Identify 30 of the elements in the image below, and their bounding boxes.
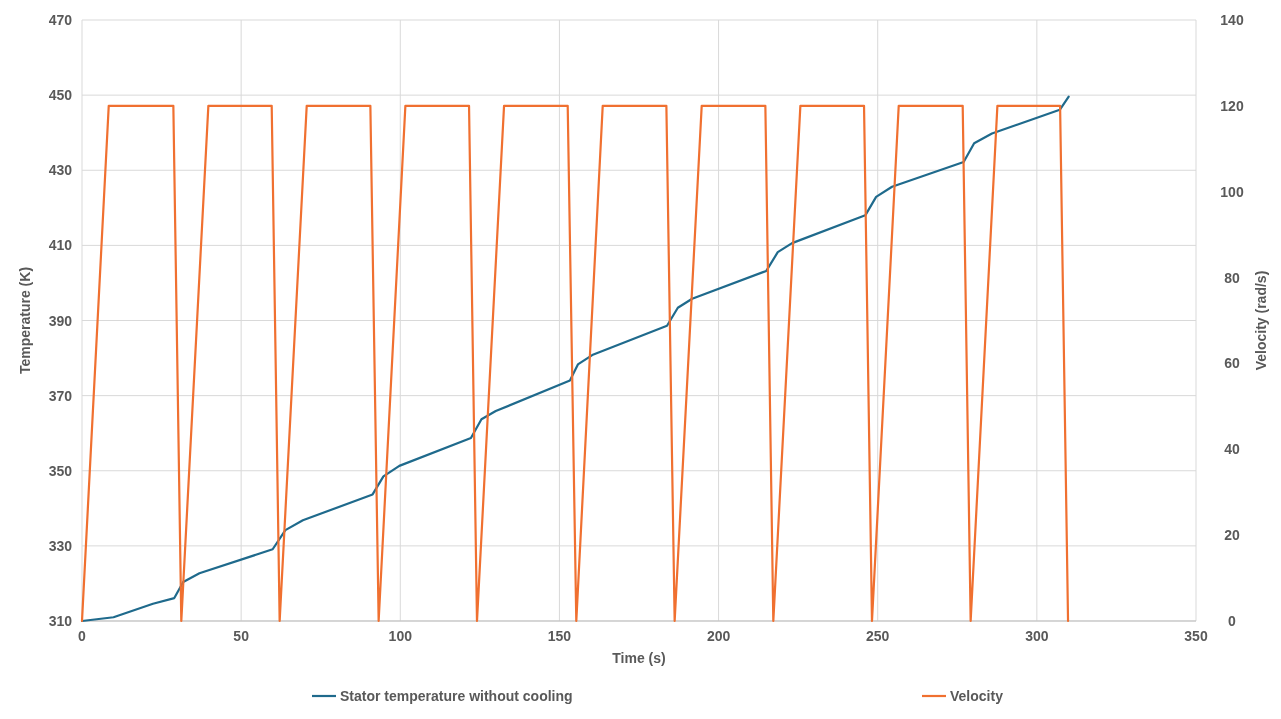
x-tick-label: 100 xyxy=(388,628,413,644)
x-tick-label: 300 xyxy=(1025,628,1049,644)
x-tick-label: 0 xyxy=(78,628,87,644)
x-tick-label: 350 xyxy=(1184,628,1208,644)
y2-tick-label: 20 xyxy=(1224,527,1240,544)
x-tick-label: 200 xyxy=(706,628,731,644)
x-tick-label: 50 xyxy=(233,628,250,644)
y-tick-label: 410 xyxy=(48,237,73,254)
y-tick-label: 430 xyxy=(48,162,73,179)
y2-tick-label: 60 xyxy=(1224,355,1240,372)
legend-label: Stator temperature without cooling xyxy=(340,688,573,704)
x-axis-title: Time (s) xyxy=(612,650,666,666)
y-tick-label: 350 xyxy=(48,462,73,479)
y2-tick-label: 100 xyxy=(1220,183,1244,200)
legend-label: Velocity xyxy=(950,688,1004,704)
y-tick-label: 330 xyxy=(48,537,73,554)
y-tick-label: 310 xyxy=(48,613,73,629)
x-tick-label: 250 xyxy=(866,628,890,644)
y2-tick-label: 0 xyxy=(1228,613,1237,629)
y-tick-label: 390 xyxy=(48,312,73,329)
y2-tick-label: 120 xyxy=(1220,97,1244,114)
y-axis-title: Temperature (K) xyxy=(17,266,33,375)
y2-axis-title: Velocity (rad/s) xyxy=(1253,270,1269,371)
y2-tick-label: 140 xyxy=(1220,12,1244,28)
y2-tick-label: 40 xyxy=(1224,441,1240,458)
y2-tick-label: 80 xyxy=(1224,269,1240,286)
y-tick-label: 450 xyxy=(48,87,73,104)
x-tick-label: 150 xyxy=(547,628,572,644)
y-tick-label: 470 xyxy=(48,12,73,28)
y-tick-label: 370 xyxy=(48,387,73,404)
